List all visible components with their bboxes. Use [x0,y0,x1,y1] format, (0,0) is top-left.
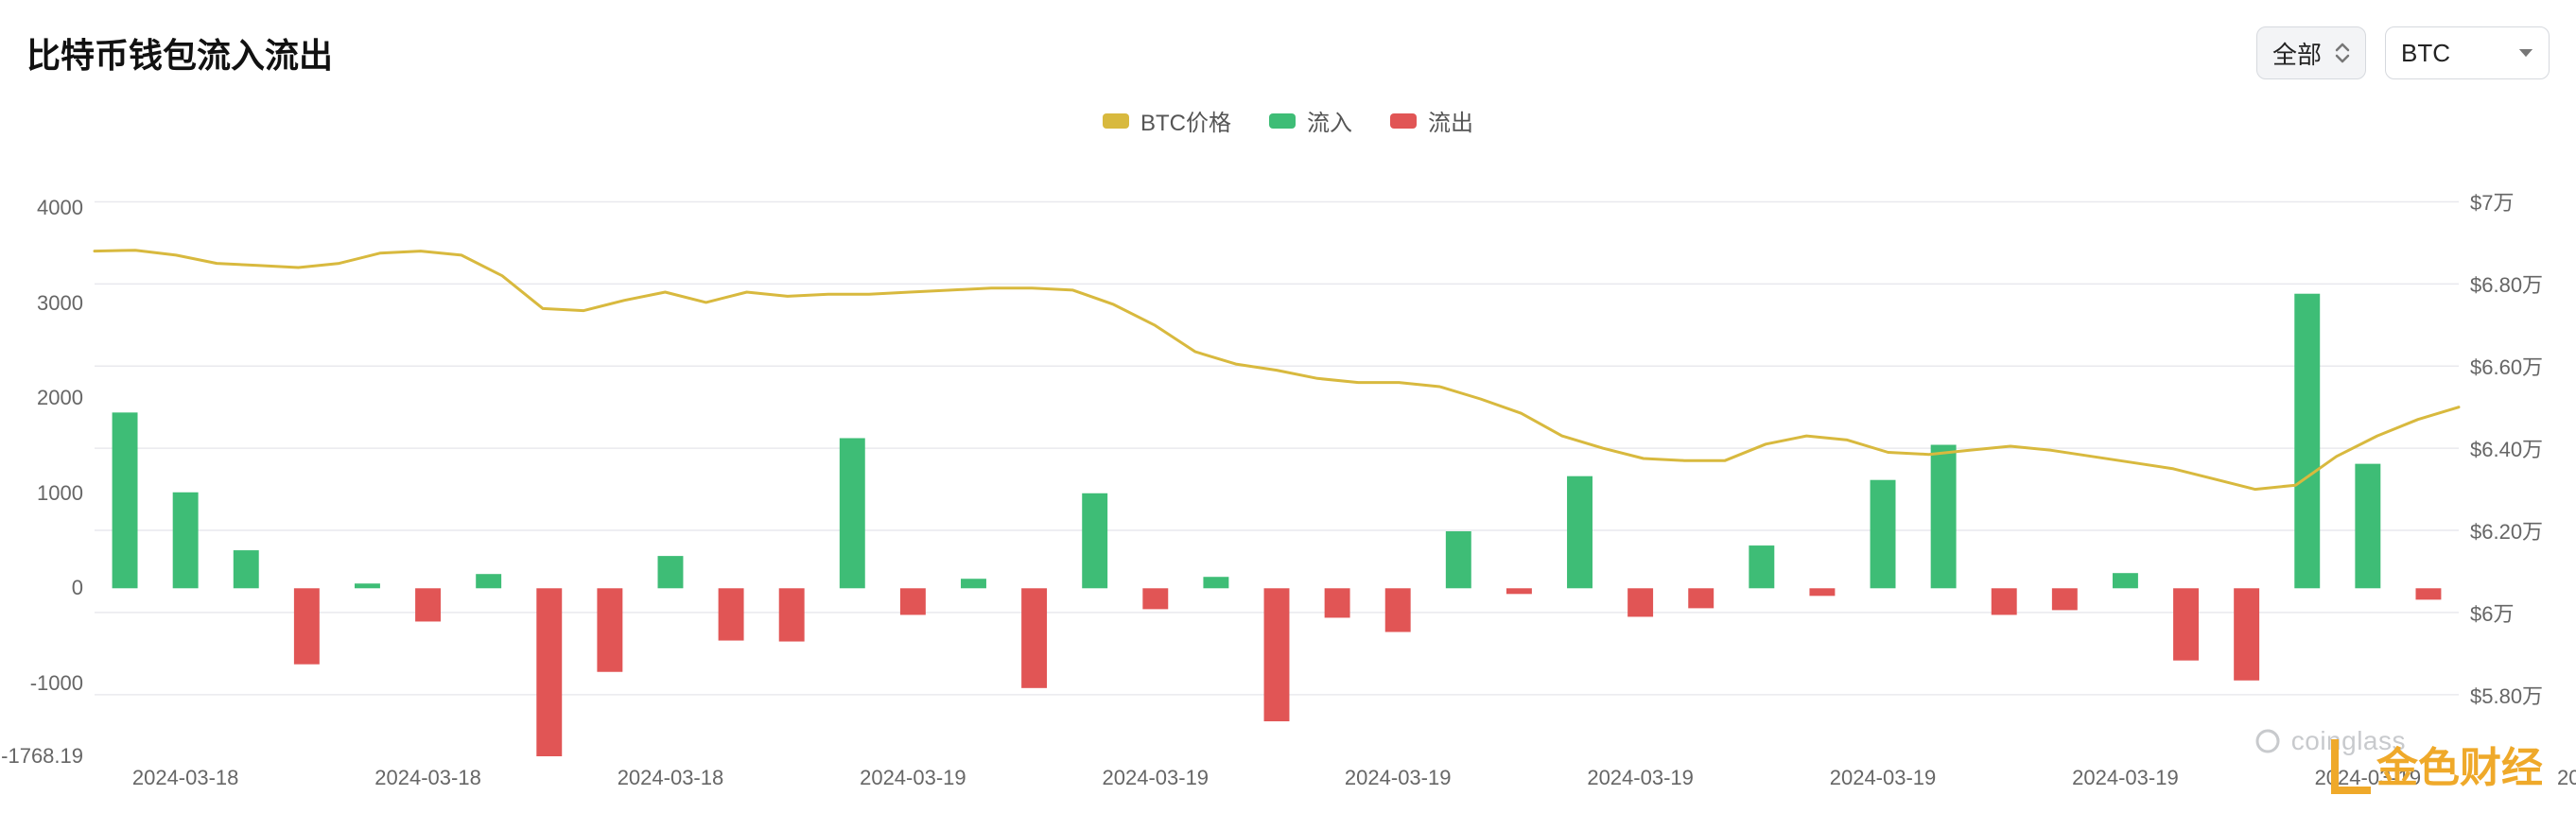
chart-controls: 全部 BTC [2256,26,2550,79]
inflow-bar [173,493,199,589]
x-tick-label: 2024-03-18 [618,766,724,790]
x-tick-label: 2024-03-19 [1103,766,1210,790]
outflow-bar [1142,588,1168,609]
inflow-bar [1871,480,1896,589]
chart-root: 比特币钱包流入流出 全部 BTC BTC价格 [0,0,2576,813]
y-left-tick-label: 4000 [37,196,83,220]
chart-title: 比特币钱包流入流出 [26,28,333,78]
legend-label-outflow: 流出 [1428,104,1473,137]
y-left-tick-label: 0 [72,576,83,600]
chart-plot-area: $7万$6.80万$6.60万$6.40万$6.20万$6万$5.80万4000… [95,161,2459,756]
outflow-bar [2173,588,2199,660]
y-left-tick-label: 2000 [37,386,83,410]
range-selector[interactable]: 全部 [2256,26,2366,79]
inflow-bar [961,579,986,588]
y-left-tick-label: 1000 [37,481,83,506]
watermark-jinse-text: 金色财经 [2376,734,2543,794]
outflow-bar [1385,588,1411,631]
legend-item-outflow[interactable]: 流出 [1390,104,1473,137]
chart-svg [95,161,2459,756]
x-tick-label: 2024-03-19 [2557,766,2576,790]
inflow-bar [840,438,865,588]
legend-swatch-inflow [1269,113,1296,129]
y-right-tick-label: $7万 [2470,186,2514,216]
jinse-icon [2331,739,2371,794]
inflow-bar [476,574,501,588]
y-right-tick-label: $6.60万 [2470,351,2543,381]
outflow-bar [1264,588,1290,721]
outflow-bar [900,588,926,614]
outflow-bar [1325,588,1350,617]
caret-down-icon [2518,48,2533,58]
price-line [95,251,2459,490]
inflow-bar [113,412,138,588]
inflow-bar [1749,545,1774,588]
x-tick-label: 2024-03-18 [374,766,481,790]
outflow-bar [1506,588,1532,594]
legend-label-price: BTC价格 [1140,104,1231,137]
x-tick-label: 2024-03-19 [1830,766,1937,790]
inflow-bar [1567,476,1593,589]
inflow-bar [658,556,684,588]
outflow-bar [1627,588,1653,616]
y-left-tick-label: 3000 [37,291,83,316]
range-selector-label: 全部 [2272,36,2322,71]
coinglass-icon [2254,727,2282,755]
outflow-bar [1688,588,1714,608]
inflow-bar [1203,577,1228,588]
outflow-bar [536,588,562,756]
legend-swatch-price [1103,113,1129,129]
outflow-bar [597,588,622,671]
chart-legend: BTC价格 流入 流出 [0,104,2576,137]
watermark-jinse: 金色财经 [2331,734,2543,794]
outflow-bar [2415,588,2441,599]
legend-swatch-outflow [1390,113,1417,129]
outflow-bar [1021,588,1047,688]
inflow-bar [355,583,380,588]
outflow-bar [1809,588,1835,596]
x-tick-label: 2024-03-18 [132,766,239,790]
outflow-bar [2052,588,2078,610]
outflow-bar [719,588,744,640]
x-tick-label: 2024-03-19 [1345,766,1452,790]
inflow-bar [1931,445,1957,589]
x-tick-label: 2024-03-19 [1587,766,1694,790]
y-right-tick-label: $6.80万 [2470,268,2543,299]
y-right-tick-label: $5.80万 [2470,680,2543,710]
inflow-bar [1446,531,1471,588]
inflow-bar [2113,573,2138,588]
outflow-bar [415,588,441,621]
inflow-bar [2355,464,2380,589]
asset-selector[interactable]: BTC [2385,26,2550,79]
inflow-bar [1082,493,1107,589]
inflow-bar [2294,294,2320,589]
sort-icon [2335,43,2350,63]
legend-item-inflow[interactable]: 流入 [1269,104,1352,137]
y-right-tick-label: $6万 [2470,597,2514,628]
outflow-bar [779,588,805,641]
legend-item-price[interactable]: BTC价格 [1103,104,1231,137]
y-left-tick-label: -1768.19 [1,744,83,769]
asset-selector-label: BTC [2401,39,2450,68]
outflow-bar [2234,588,2259,680]
y-right-tick-label: $6.40万 [2470,433,2543,463]
inflow-bar [234,550,259,588]
y-left-tick-label: -1000 [30,671,83,696]
outflow-bar [294,588,320,664]
y-right-tick-label: $6.20万 [2470,515,2543,545]
legend-label-inflow: 流入 [1307,104,1352,137]
outflow-bar [1992,588,2017,614]
x-tick-label: 2024-03-19 [860,766,966,790]
x-tick-label: 2024-03-19 [2072,766,2179,790]
